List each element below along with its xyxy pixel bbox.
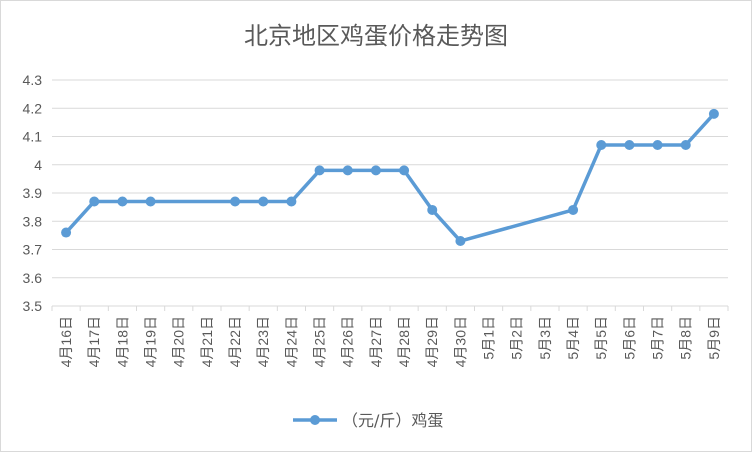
x-tick-label: 4月24日 <box>283 316 299 367</box>
data-point <box>230 196 241 207</box>
data-point <box>624 139 635 150</box>
series-layer <box>61 108 719 247</box>
legend-label: （元/斤）鸡蛋 <box>342 411 443 430</box>
data-point <box>342 165 353 176</box>
x-tick-label: 4月28日 <box>396 316 412 367</box>
data-point <box>568 204 579 215</box>
x-tick-label: 5月2日 <box>509 316 525 360</box>
x-tick-label: 5月5日 <box>593 316 609 360</box>
data-point <box>399 165 410 176</box>
x-tick-label: 5月3日 <box>537 316 553 360</box>
x-tick-label: 4月29日 <box>424 316 440 367</box>
x-tick-label: 4月22日 <box>227 316 243 367</box>
y-tick-label: 3.8 <box>23 213 43 229</box>
data-point <box>652 139 663 150</box>
x-tick-label: 4月25日 <box>311 316 327 367</box>
data-point <box>596 139 607 150</box>
x-tick-label: 4月27日 <box>368 316 384 367</box>
x-tick-label: 5月1日 <box>480 316 496 360</box>
data-point <box>258 196 269 207</box>
series-line <box>64 112 716 243</box>
x-tick-label: 5月7日 <box>649 316 665 360</box>
x-tick-label: 5月9日 <box>706 316 722 360</box>
x-tick-label: 4月21日 <box>199 316 215 367</box>
grid-lines <box>52 79 728 307</box>
legend: （元/斤）鸡蛋 <box>293 411 443 430</box>
y-tick-label: 3.9 <box>23 185 43 201</box>
data-point <box>370 165 381 176</box>
data-point <box>455 236 466 247</box>
x-tick-label: 5月6日 <box>621 316 637 360</box>
x-tick-label: 5月4日 <box>565 316 581 360</box>
x-axis: 4月16日 4月17日 4月18日 4月19日 4月20日 4月21日 4月22日 4月23日… <box>51 305 729 367</box>
data-point <box>117 196 128 207</box>
y-axis: 3.5 3.6 3.7 3.8 3.9 4 4.1 4.2 4.3 <box>23 72 43 314</box>
y-tick-label: 3.5 <box>23 298 43 314</box>
data-point <box>680 139 691 150</box>
y-tick-label: 4.3 <box>23 72 43 88</box>
x-tick-label: 4月17日 <box>86 316 102 367</box>
data-point <box>427 204 438 215</box>
x-tick-label: 4月18日 <box>114 316 130 367</box>
x-tick-label: 4月19日 <box>142 316 158 367</box>
x-tick-label: 4月20日 <box>171 316 187 367</box>
data-point <box>314 165 325 176</box>
x-tick-label: 4月26日 <box>340 316 356 367</box>
x-tick-label: 4月16日 <box>58 316 74 367</box>
y-tick-label: 3.6 <box>23 270 43 286</box>
data-point <box>145 196 156 207</box>
data-point <box>708 108 719 119</box>
data-point <box>89 196 100 207</box>
data-point <box>61 227 72 238</box>
chart-title: 北京地区鸡蛋价格走势图 <box>244 22 508 50</box>
x-tick-label: 4月30日 <box>452 316 468 367</box>
y-tick-label: 3.7 <box>23 242 43 258</box>
x-tick-label: 4月23日 <box>255 316 271 367</box>
legend-marker <box>310 415 320 425</box>
x-tick-label: 5月8日 <box>678 316 694 360</box>
y-tick-label: 4.2 <box>23 100 43 116</box>
y-tick-label: 4 <box>34 157 42 173</box>
data-point <box>286 196 297 207</box>
y-tick-label: 4.1 <box>23 129 43 145</box>
